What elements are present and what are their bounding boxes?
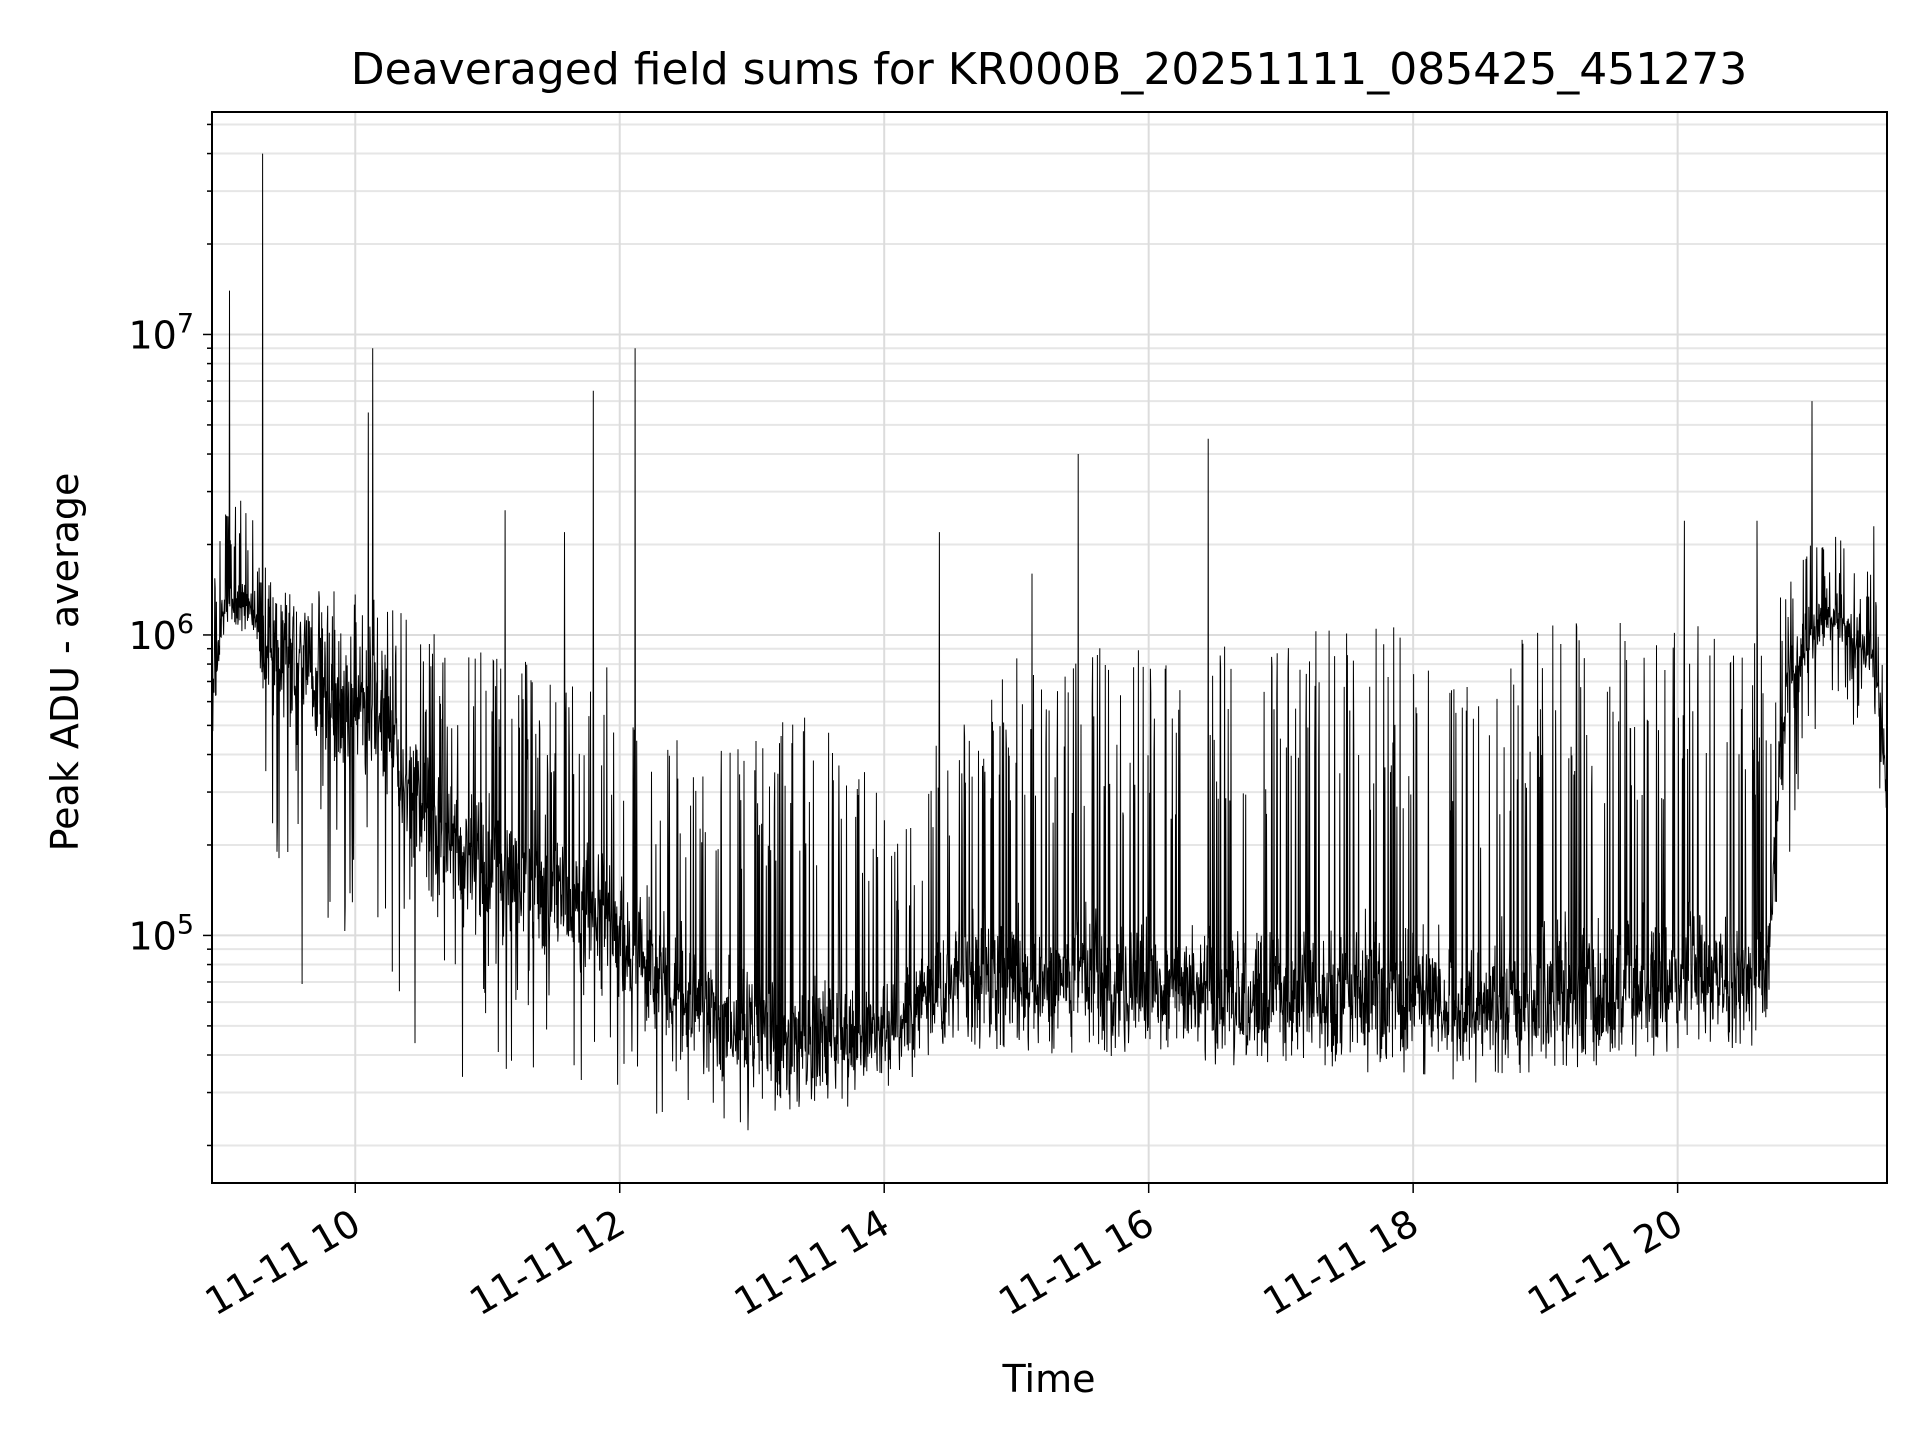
chart-title: Deaveraged field sums for KR000B_2025111…: [351, 44, 1747, 95]
y-tick-label: 105: [128, 909, 194, 958]
x-axis-label: Time: [1002, 1357, 1096, 1401]
y-tick-exponent: 6: [177, 609, 194, 640]
series-path: [211, 153, 1888, 1131]
y-tick-exponent: 5: [177, 909, 194, 940]
y-tick-label: 106: [128, 609, 194, 658]
y-tick-label: 107: [128, 308, 194, 357]
y-tick-exponent: 7: [177, 308, 194, 339]
y-axis-label: Peak ADU - average: [43, 473, 87, 852]
y-tick-base: 10: [128, 614, 176, 658]
series-line: [211, 153, 1888, 1131]
y-tick-base: 10: [128, 914, 176, 958]
y-tick-base: 10: [128, 313, 176, 357]
plot-frame: [211, 111, 1888, 1184]
